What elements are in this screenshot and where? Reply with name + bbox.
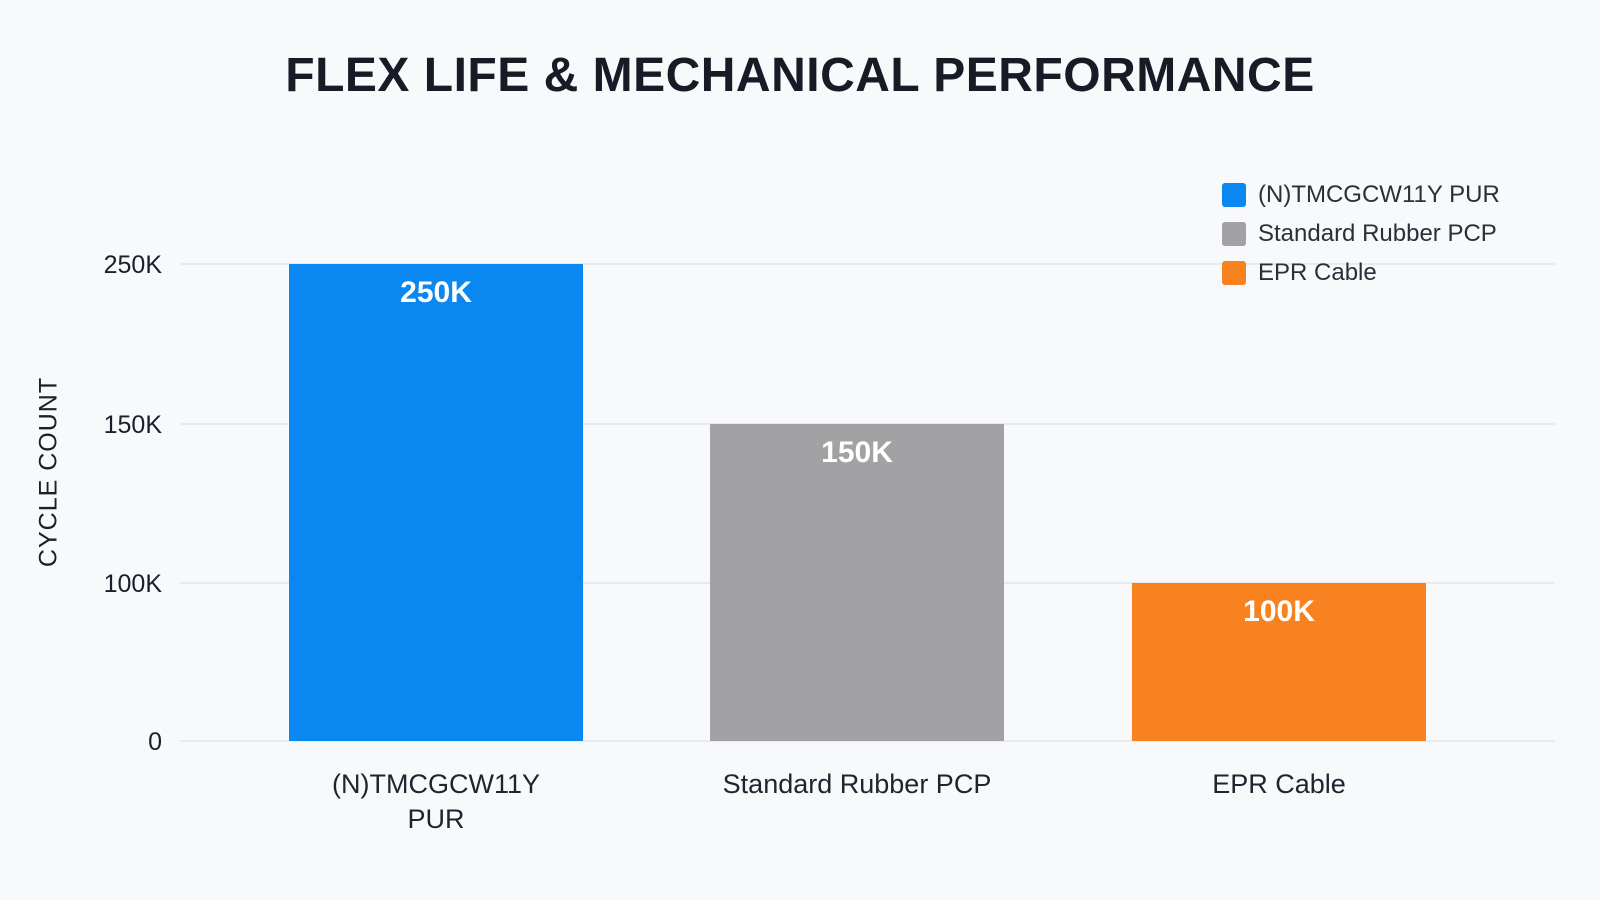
y-tick-label: 250K bbox=[104, 251, 163, 279]
y-tick-label: 0 bbox=[148, 728, 162, 756]
legend-swatch bbox=[1222, 182, 1246, 207]
legend-swatch bbox=[1222, 221, 1246, 246]
legend-label: Standard Rubber PCP bbox=[1258, 219, 1497, 247]
legend-item: Standard Rubber PCP bbox=[1222, 214, 1500, 253]
y-tick-label: 150K bbox=[104, 411, 163, 439]
bar bbox=[1132, 583, 1426, 741]
legend-item: EPR Cable bbox=[1222, 253, 1500, 292]
bar-value-label: 250K bbox=[400, 276, 472, 309]
x-tick-label: (N)TMCGCW11Y PUR bbox=[332, 769, 540, 834]
bar-value-label: 100K bbox=[1243, 595, 1315, 628]
bar bbox=[710, 424, 1004, 741]
bar bbox=[289, 264, 583, 741]
y-tick-label: 100K bbox=[104, 570, 163, 598]
legend-label: (N)TMCGCW11Y PUR bbox=[1258, 180, 1500, 208]
legend-swatch bbox=[1222, 260, 1246, 285]
legend-label: EPR Cable bbox=[1258, 258, 1377, 286]
x-tick-label: EPR Cable bbox=[1212, 769, 1346, 799]
legend-item: (N)TMCGCW11Y PUR bbox=[1222, 175, 1500, 214]
x-tick-label: Standard Rubber PCP bbox=[723, 769, 992, 799]
chart-legend: (N)TMCGCW11Y PUR Standard Rubber PCP EPR C… bbox=[1222, 175, 1500, 292]
chart-title: FLEX LIFE & MECHANICAL PERFORMANCE bbox=[285, 49, 1315, 102]
bar-value-label: 150K bbox=[821, 436, 893, 469]
